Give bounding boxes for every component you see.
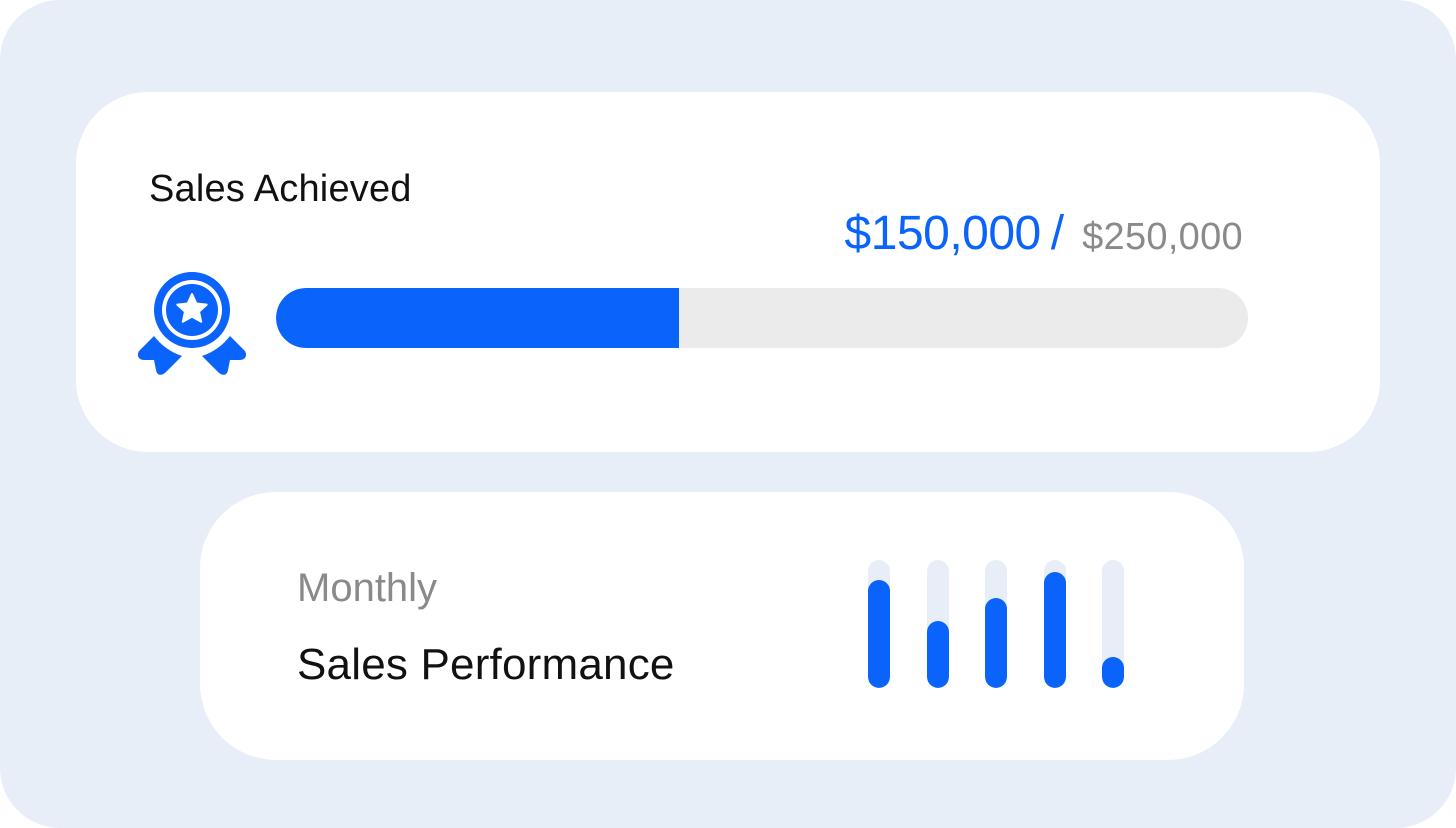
amount-separator: / <box>1050 207 1065 260</box>
sales-achieved-amount: $150,000 <box>844 207 1042 260</box>
bar-fill-5 <box>1102 657 1124 688</box>
bar-fill-2 <box>926 621 949 688</box>
bar-fill-3 <box>985 598 1007 688</box>
sales-performance-card: Monthly Sales Performance <box>200 492 1244 760</box>
bar-track-4 <box>1043 560 1066 688</box>
performance-title: Sales Performance <box>297 640 675 689</box>
bar-track-2 <box>926 560 949 688</box>
bar-track-5 <box>1102 560 1124 688</box>
sales-amounts: $150,000 / $250,000 <box>845 206 1243 261</box>
bar-track-1 <box>868 560 890 688</box>
bar-track-3 <box>985 560 1007 688</box>
sales-progress-track <box>276 288 1248 348</box>
sales-achieved-title: Sales Achieved <box>149 168 412 210</box>
award-medal-icon <box>137 272 247 375</box>
bar-fill-4 <box>1043 571 1066 688</box>
mini-bar-chart <box>868 560 1130 688</box>
performance-period-label: Monthly <box>297 566 438 610</box>
sales-target-amount: $250,000 <box>1082 216 1243 258</box>
sales-achieved-card: Sales Achieved $150,000 / $250,000 <box>76 92 1380 452</box>
bar-fill-1 <box>868 580 890 688</box>
sales-progress-fill <box>276 288 680 348</box>
